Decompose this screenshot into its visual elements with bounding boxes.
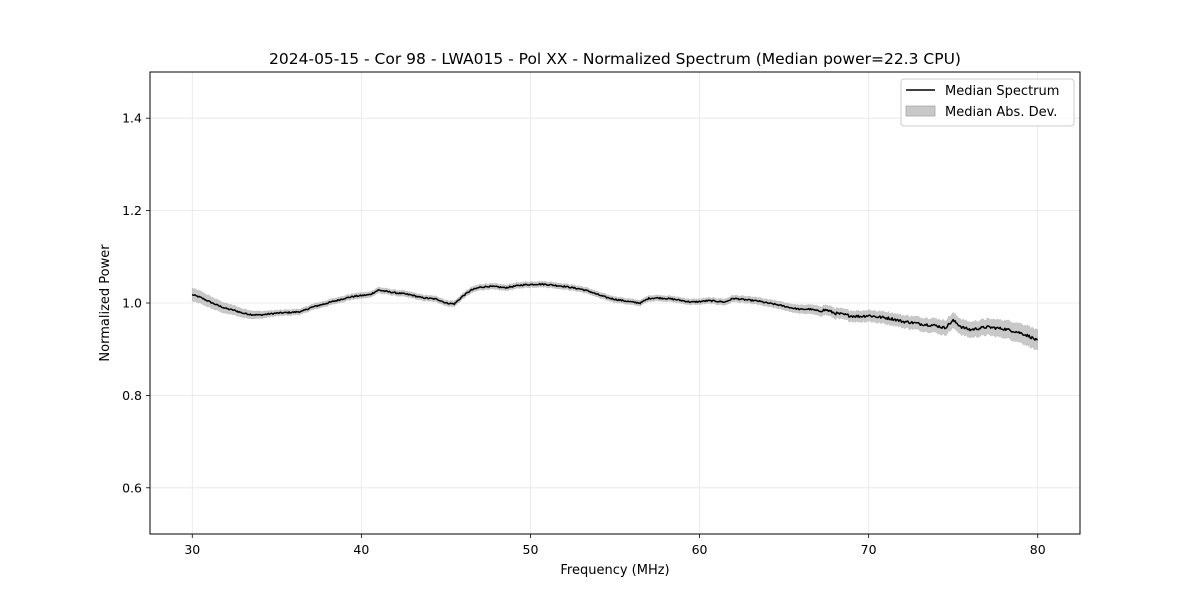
y-tick-label: 0.6	[122, 480, 142, 495]
x-tick-label: 40	[353, 542, 369, 557]
y-tick-label: 1.4	[122, 111, 142, 126]
y-tick-label: 1.2	[122, 203, 142, 218]
x-tick-label: 30	[184, 542, 200, 557]
legend-label-median-abs-dev: Median Abs. Dev.	[945, 105, 1057, 120]
legend-band-swatch	[905, 105, 936, 117]
median-line-layer	[191, 282, 1038, 341]
x-tick-label: 50	[523, 542, 539, 557]
x-tick-label: 80	[1030, 542, 1046, 557]
legend-label-median-spectrum: Median Spectrum	[945, 84, 1059, 99]
y-axis-ticks: 0.6 0.8 1.0 1.2 1.4	[122, 111, 150, 495]
x-axis-label: Frequency (MHz)	[560, 563, 669, 578]
x-tick-label: 60	[692, 542, 708, 557]
y-tick-label: 1.0	[122, 296, 142, 311]
chart-title: 2024-05-15 - Cor 98 - LWA015 - Pol XX - …	[269, 50, 961, 68]
median-spectrum-line	[191, 282, 1038, 341]
y-tick-label: 0.8	[122, 388, 142, 403]
y-axis-label: Normalized Power	[98, 244, 113, 362]
x-axis-ticks: 30 40 50 60 70 80	[184, 534, 1046, 557]
legend: Median Spectrum Median Abs. Dev.	[900, 78, 1075, 127]
x-tick-label: 70	[861, 542, 877, 557]
legend-box	[900, 78, 1075, 127]
